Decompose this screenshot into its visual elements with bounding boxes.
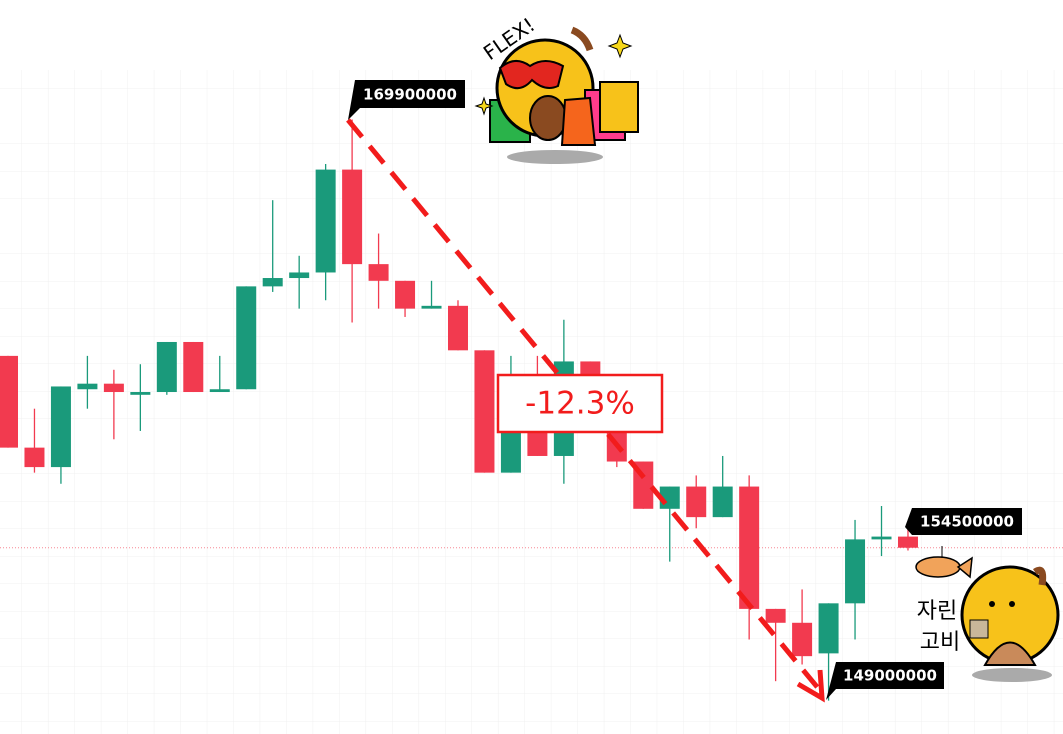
high-label: 169900000 <box>363 86 457 104</box>
arrow-head <box>796 669 825 703</box>
candle-body <box>447 305 468 351</box>
candle-body <box>739 486 760 609</box>
candle-body <box>289 272 310 279</box>
candle-body <box>236 286 257 390</box>
candle-body <box>24 447 45 468</box>
candle-body <box>77 383 98 390</box>
candle-body <box>765 608 786 623</box>
candle-body <box>183 341 204 393</box>
candle-body <box>792 622 813 657</box>
candle-body <box>368 264 389 281</box>
candle-body <box>845 539 866 604</box>
candle-body <box>421 305 442 309</box>
candle-body <box>395 280 416 309</box>
candle-body <box>103 383 124 393</box>
high-box <box>348 80 465 120</box>
candle-body <box>262 278 283 287</box>
candle-body <box>474 350 495 473</box>
candle-body <box>897 536 918 548</box>
candle-body <box>342 169 363 265</box>
candle-body <box>712 486 733 518</box>
miser-character: 자린 고비 <box>917 565 1060 682</box>
candle-body <box>818 603 839 654</box>
trend-arrow <box>346 118 820 690</box>
word-1: 자린 <box>917 599 957 624</box>
candle-body <box>0 355 18 448</box>
close-label: 154500000 <box>920 513 1014 531</box>
fish <box>915 546 973 579</box>
word-2: 고비 <box>920 630 960 655</box>
candle-body <box>50 386 71 468</box>
candle-body <box>315 169 336 273</box>
change-label: -12.3% <box>525 386 635 422</box>
close-box <box>905 508 1022 535</box>
candle-body <box>209 389 230 393</box>
low-box <box>826 662 944 700</box>
candle-body <box>686 486 707 518</box>
low-label: 149000000 <box>843 667 937 685</box>
candle-body <box>156 341 177 393</box>
candle-body <box>130 392 151 395</box>
change-box <box>496 373 664 434</box>
candle-body <box>871 536 892 540</box>
